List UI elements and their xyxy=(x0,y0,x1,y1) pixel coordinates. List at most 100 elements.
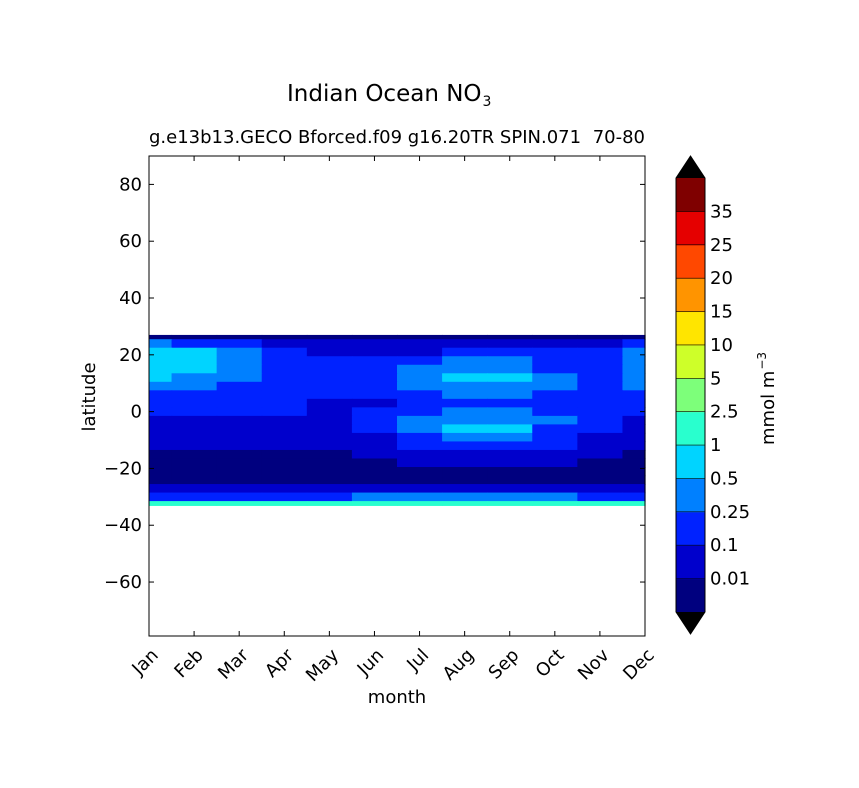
colorbar-tick-label: 0.01 xyxy=(710,569,750,590)
heatmap-cell xyxy=(149,373,173,383)
heatmap-cell xyxy=(351,475,398,485)
heatmap-cell xyxy=(171,501,218,506)
heatmap-cell xyxy=(351,492,398,502)
heatmap-cell xyxy=(532,432,578,443)
heatmap-cell xyxy=(532,467,578,477)
colorbar-tick-label: 0.25 xyxy=(710,502,750,523)
heatmap-cell xyxy=(397,467,443,477)
heatmap-cell xyxy=(149,364,173,374)
heatmap-cell xyxy=(532,334,578,340)
colorbar-segment xyxy=(676,311,705,346)
heatmap-cell xyxy=(216,364,263,374)
heatmap-cell xyxy=(149,458,173,468)
heatmap-cell xyxy=(442,415,488,425)
heatmap-cell xyxy=(622,475,646,485)
heatmap-cell xyxy=(351,364,398,374)
heatmap-cell xyxy=(149,398,173,408)
heatmap-cell xyxy=(577,407,624,417)
heatmap-cell xyxy=(577,458,624,468)
heatmap-cell xyxy=(171,407,218,417)
heatmap-cell xyxy=(261,501,308,506)
heatmap-cell xyxy=(149,492,173,502)
heatmap-cell xyxy=(442,381,488,391)
colorbar-segment xyxy=(676,545,705,580)
heatmap-cell xyxy=(532,373,578,383)
heatmap-cell xyxy=(351,390,398,400)
x-tick-label: Apr xyxy=(261,644,298,681)
x-tick-label: Jun xyxy=(353,645,388,680)
colorbar-segment xyxy=(676,478,705,513)
heatmap-cell xyxy=(261,356,308,366)
heatmap-cell xyxy=(622,334,646,340)
y-axis-label: latitude xyxy=(79,362,100,431)
heatmap-cell xyxy=(577,484,624,494)
heatmap-cell xyxy=(577,492,624,502)
heatmap-cell xyxy=(622,407,646,417)
heatmap-cell xyxy=(306,398,353,408)
y-tick-label: −60 xyxy=(104,572,142,593)
heatmap-cell xyxy=(532,441,578,451)
heatmap-cell xyxy=(442,398,488,408)
heatmap-cell xyxy=(306,492,353,502)
plot-area xyxy=(149,334,646,506)
heatmap-cell xyxy=(216,373,263,383)
heatmap-cell xyxy=(397,475,443,485)
colorbar-unit-exponent: −3 xyxy=(755,352,769,370)
heatmap-cell xyxy=(397,415,443,425)
heatmap-cell xyxy=(149,475,173,485)
heatmap-cell xyxy=(171,381,218,391)
heatmap-cell xyxy=(261,475,308,485)
heatmap-cell xyxy=(397,339,443,349)
heatmap-cell xyxy=(149,347,173,357)
heatmap-cell xyxy=(216,398,263,408)
heatmap-cell xyxy=(216,407,263,417)
heatmap-cell xyxy=(351,484,398,494)
x-tick-label: Nov xyxy=(574,645,614,685)
y-tick-label: 0 xyxy=(131,402,142,423)
heatmap-cell xyxy=(351,449,398,460)
heatmap-cell xyxy=(261,407,308,417)
colorbar-tick-label: 5 xyxy=(710,368,721,389)
heatmap-cell xyxy=(216,492,263,502)
heatmap-cell xyxy=(487,458,533,468)
heatmap-cell xyxy=(622,398,646,408)
heatmap-cell xyxy=(306,347,353,357)
heatmap-cell xyxy=(532,398,578,408)
colorbar-extend-top xyxy=(676,156,705,178)
heatmap-cell xyxy=(577,467,624,477)
heatmap-cell xyxy=(171,432,218,443)
colorbar-segment xyxy=(676,445,705,479)
heatmap-cell xyxy=(306,334,353,340)
heatmap-cell xyxy=(487,407,533,417)
colorbar-tick-label: 35 xyxy=(710,201,733,222)
heatmap-cell xyxy=(171,356,218,366)
svg-text:mmol m: mmol m xyxy=(758,371,779,445)
heatmap-cell xyxy=(261,424,308,434)
colorbar-tick-label: 15 xyxy=(710,302,733,323)
heatmap-cell xyxy=(306,381,353,391)
heatmap-cell xyxy=(261,398,308,408)
heatmap-cell xyxy=(487,441,533,451)
heatmap-cell xyxy=(487,449,533,460)
heatmap-cell xyxy=(577,334,624,340)
heatmap-cell xyxy=(532,501,578,506)
heatmap-cell xyxy=(306,475,353,485)
heatmap-cell xyxy=(397,424,443,434)
heatmap-cell xyxy=(487,339,533,349)
heatmap-cell xyxy=(487,432,533,443)
colorbar-outline xyxy=(675,155,706,635)
heatmap-cell xyxy=(216,484,263,494)
x-tick-label: Mar xyxy=(214,644,253,683)
heatmap-cell xyxy=(261,415,308,425)
heatmap-cell xyxy=(397,407,443,417)
heatmap-cell xyxy=(306,390,353,400)
heatmap-cell xyxy=(622,339,646,349)
y-axis: 80 60 40 20 0 −20 −40 −60 xyxy=(104,174,645,593)
heatmap-cell xyxy=(397,492,443,502)
heatmap-cell xyxy=(622,432,646,443)
heatmap-cell xyxy=(622,492,646,502)
colorbar-tick-label: 0.1 xyxy=(710,535,739,556)
heatmap-cell xyxy=(306,373,353,383)
heatmap-cell xyxy=(442,356,488,366)
heatmap-cell xyxy=(622,381,646,391)
